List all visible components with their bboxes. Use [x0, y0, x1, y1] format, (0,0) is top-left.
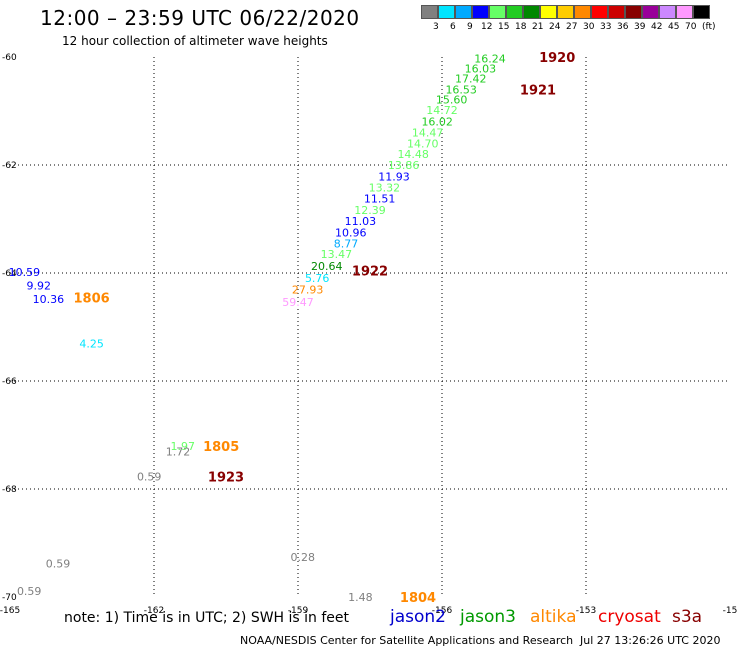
colorbar-swatch-8	[557, 5, 574, 19]
colorbar-swatch-10	[591, 5, 608, 19]
wave-height-label: 13.47	[321, 248, 353, 261]
legend-s3a: s3a	[672, 607, 703, 627]
colorbar-label: 3	[433, 22, 439, 32]
legend-altika: altika	[530, 607, 577, 627]
wave-height-label: 5.76	[305, 272, 330, 285]
legend-cryosat: cryosat	[598, 607, 661, 627]
colorbar-swatch-3	[472, 5, 489, 19]
pass-time-label: 1923	[208, 471, 244, 486]
wave-height-label: 10.36	[33, 293, 65, 306]
colorbar-swatch-13	[642, 5, 659, 19]
colorbar-label: 36	[617, 22, 629, 32]
colorbar-swatch-6	[523, 5, 540, 19]
wave-height-label: 16.02	[421, 115, 453, 128]
y-tick-label: -64	[2, 269, 17, 279]
colorbar-swatch-9	[574, 5, 591, 19]
colorbar-label: 33	[600, 22, 612, 32]
colorbar-label: 9	[467, 22, 473, 32]
colorbar-swatch-16	[693, 5, 710, 19]
wave-height-label: 13.32	[369, 182, 401, 195]
colorbar-swatch-1	[438, 5, 455, 19]
legend-jason2: jason2	[390, 607, 446, 627]
colorbar-label: 45	[668, 22, 680, 32]
wave-height-label: 15.60	[436, 94, 468, 107]
colorbar-label: 15	[498, 22, 510, 32]
colorbar-swatch-14	[659, 5, 676, 19]
wave-height-label: 13.86	[388, 159, 420, 172]
wave-height-label: 14.72	[426, 104, 458, 117]
x-tick-label: -15	[723, 606, 738, 616]
wave-height-label: 10.96	[335, 227, 367, 240]
wave-height-label: 4.25	[79, 338, 104, 351]
colorbar-label: 70	[685, 22, 697, 32]
colorbar-swatch-15	[676, 5, 693, 19]
wave-height-label: 8.77	[334, 237, 359, 250]
colorbar-swatch-11	[608, 5, 625, 19]
y-tick-label: -60	[2, 53, 17, 63]
wave-height-label: 20.64	[311, 260, 343, 273]
colorbar-unit: (ft)	[702, 22, 716, 32]
pass-time-label: 1921	[520, 83, 556, 98]
wave-height-label: 16.24	[474, 53, 506, 66]
y-tick-label: -70	[2, 593, 17, 603]
x-tick-label: -165	[0, 606, 20, 616]
colorbar-label: 30	[583, 22, 595, 32]
wave-height-label: 17.42	[455, 73, 487, 86]
y-tick-label: -66	[2, 377, 17, 387]
y-tick-label: -68	[2, 485, 17, 495]
colorbar-label: 21	[532, 22, 544, 32]
footer-credit: NOAA/NESDIS Center for Satellite Applica…	[240, 634, 574, 647]
wave-height-label: 59.47	[282, 296, 314, 309]
x-tick-label: -159	[288, 606, 309, 616]
colorbar-swatch-12	[625, 5, 642, 19]
wave-height-label: 1.72	[166, 446, 191, 459]
colorbar-swatch-5	[506, 5, 523, 19]
colorbar-swatch-4	[489, 5, 506, 19]
wave-height-label: 11.03	[345, 215, 377, 228]
colorbar-label: 6	[450, 22, 456, 32]
colorbar-label: 39	[634, 22, 646, 32]
colorbar-swatch-0	[421, 5, 438, 19]
legend-jason3: jason3	[460, 607, 516, 627]
pass-time-label: 1922	[352, 264, 388, 279]
colorbar-swatch-2	[455, 5, 472, 19]
wave-height-label: 12.39	[354, 204, 386, 217]
wave-height-label: 14.48	[397, 148, 429, 161]
colorbar-swatch-7	[540, 5, 557, 19]
colorbar-label: 12	[481, 22, 493, 32]
y-tick-label: -62	[2, 161, 17, 171]
wave-height-label: 0.59	[17, 585, 42, 598]
wave-height-label: 1.48	[348, 591, 373, 604]
wave-height-label: 9.92	[27, 279, 52, 292]
page-subtitle: 12 hour collection of altimeter wave hei…	[62, 34, 328, 48]
pass-time-label: 1920	[539, 51, 575, 66]
wave-height-label: 11.93	[378, 170, 410, 183]
colorbar-label: 18	[515, 22, 527, 32]
pass-time-label: 1805	[203, 440, 239, 455]
wave-height-label: 27.93	[292, 284, 324, 297]
wave-height-label: 16.53	[445, 83, 477, 96]
wave-height-label: 10.59	[9, 266, 41, 279]
wave-height-label: 1.97	[171, 440, 196, 453]
pass-time-label: 1806	[74, 291, 110, 306]
wave-height-label: 0.59	[137, 471, 162, 484]
colorbar-label: 27	[566, 22, 578, 32]
wave-height-label: 0.28	[291, 551, 316, 564]
x-tick-label: -162	[144, 606, 164, 616]
wave-height-label: 11.51	[364, 192, 396, 205]
colorbar-label: 42	[651, 22, 663, 32]
page-title: 12:00 – 23:59 UTC 06/22/2020	[40, 6, 360, 30]
wave-height-label: 14.47	[412, 127, 444, 140]
x-tick-label: -156	[432, 606, 453, 616]
footer-timestamp: Jul 27 13:26:26 UTC 2020	[580, 634, 721, 647]
wave-height-label: 14.70	[407, 137, 439, 150]
wave-height-label: 0.59	[46, 558, 71, 571]
wave-height-label: 16.03	[465, 62, 497, 75]
x-tick-label: -153	[576, 606, 596, 616]
footer-note: note: 1) Time is in UTC; 2) SWH is in fe…	[64, 610, 350, 626]
colorbar-label: 24	[549, 22, 561, 32]
pass-time-label: 1804	[400, 591, 436, 606]
